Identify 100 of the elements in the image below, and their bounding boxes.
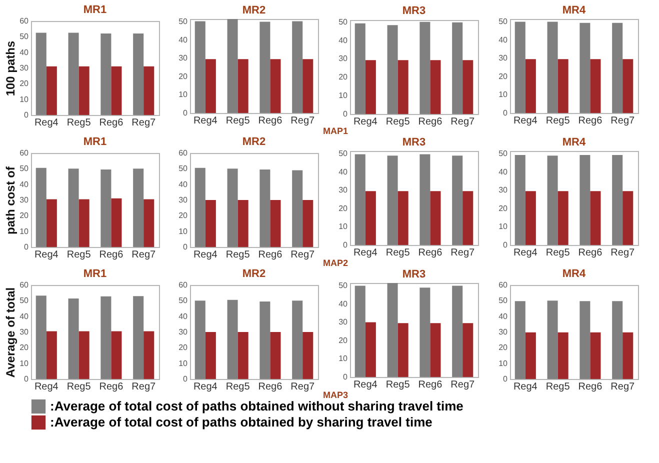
y-tick-label: 20 [498, 72, 508, 81]
bar [46, 199, 57, 247]
bar [238, 59, 248, 113]
bar [302, 332, 314, 379]
x-tick-label: Reg7 [450, 116, 475, 128]
x-tick-label: Reg6 [578, 248, 603, 258]
bar [227, 168, 238, 247]
y-tick-label: 0 [183, 242, 188, 252]
bar [46, 66, 57, 115]
legend-label: :Average of total cost of paths obtained without sharing travel time [50, 398, 464, 414]
chart-title: MR2 [242, 136, 266, 148]
bar [194, 21, 206, 113]
bar [270, 332, 281, 379]
bar [194, 168, 206, 247]
y-tick-label: 20 [338, 72, 348, 82]
bar [133, 296, 144, 379]
bar [514, 155, 526, 245]
y-tick-label: 20 [20, 79, 30, 88]
bar [270, 200, 281, 247]
bar [68, 168, 79, 247]
bar [622, 332, 634, 379]
bar [462, 60, 474, 114]
bar [580, 301, 590, 379]
bar [580, 22, 590, 113]
bar [420, 288, 430, 377]
bar [354, 23, 366, 114]
bar [270, 59, 281, 113]
y-tick-label: 30 [178, 328, 188, 336]
bar [580, 155, 590, 245]
bar [514, 301, 526, 379]
y-tick-label: 60 [20, 280, 30, 290]
bar [547, 22, 558, 113]
y-tick-label: 10 [178, 358, 188, 368]
y-tick-label: 40 [338, 299, 348, 308]
y-tick-label: 50 [338, 281, 348, 290]
x-tick-label: Reg7 [290, 382, 315, 392]
bar [260, 22, 270, 113]
y-tick-label: 10 [338, 91, 348, 100]
chart-title: MR1 [83, 268, 107, 280]
x-tick-label: Reg6 [258, 382, 283, 392]
y-tick-label: 40 [20, 312, 30, 321]
x-tick-label: Reg7 [450, 248, 475, 258]
x-tick-label: Reg7 [132, 250, 156, 260]
y-tick-label: 20 [498, 343, 508, 352]
y-tick-label: 50 [178, 164, 188, 174]
chart-title: MR4 [562, 136, 586, 149]
y-tick-label: 40 [20, 180, 30, 189]
y-tick-label: 60 [498, 280, 508, 290]
bar [133, 34, 144, 115]
x-tick-label: Reg7 [132, 118, 156, 128]
x-tick-label: Reg6 [99, 250, 124, 260]
y-tick-label: 0 [183, 108, 188, 118]
y-tick-label: 30 [178, 54, 188, 63]
bar [420, 154, 430, 245]
text: MAP2 [322, 258, 348, 268]
y-axis-title: path cost of [4, 166, 18, 234]
bar [144, 331, 154, 379]
y-tick-label: 40 [498, 167, 508, 176]
y-tick-label: 0 [24, 374, 30, 384]
bar [238, 200, 248, 247]
bar [100, 296, 112, 379]
bar [547, 156, 558, 245]
bar [558, 191, 568, 245]
bar [452, 22, 463, 114]
x-tick-label: Reg5 [386, 380, 410, 390]
bar [111, 198, 122, 247]
bar [462, 191, 474, 245]
x-tick-label: Reg4 [193, 116, 218, 126]
y-tick-label: 30 [178, 196, 188, 204]
y-tick-label: 10 [178, 226, 188, 236]
bar [387, 156, 398, 245]
bar [46, 331, 57, 379]
y-tick-label: 30 [338, 318, 348, 327]
y-tick-label: 20 [178, 343, 188, 352]
chart-title: MR3 [402, 4, 426, 17]
y-tick-label: 40 [498, 312, 508, 321]
y-tick-label: 30 [20, 196, 30, 204]
bar [452, 286, 463, 377]
bar [227, 300, 238, 379]
y-tick-label: 50 [498, 17, 508, 26]
bar [292, 300, 303, 379]
bar [260, 169, 270, 247]
bar [430, 191, 441, 245]
bar [430, 323, 441, 377]
x-tick-label: Reg6 [418, 116, 443, 128]
bar [111, 66, 122, 115]
y-tick-label: 40 [178, 180, 188, 189]
bar [387, 283, 398, 377]
x-tick-label: Reg4 [513, 382, 538, 392]
y-tick-label: 20 [338, 336, 348, 345]
chart-title: MR1 [83, 136, 107, 148]
bar [612, 301, 623, 379]
x-tick-label: Reg7 [610, 116, 635, 126]
bar [590, 191, 601, 245]
x-tick-label: Reg6 [258, 116, 283, 126]
bar [430, 60, 441, 114]
x-tick-label: Reg4 [34, 118, 59, 128]
bar [36, 296, 46, 379]
bar [514, 22, 526, 113]
y-tick-label: 10 [20, 94, 30, 104]
